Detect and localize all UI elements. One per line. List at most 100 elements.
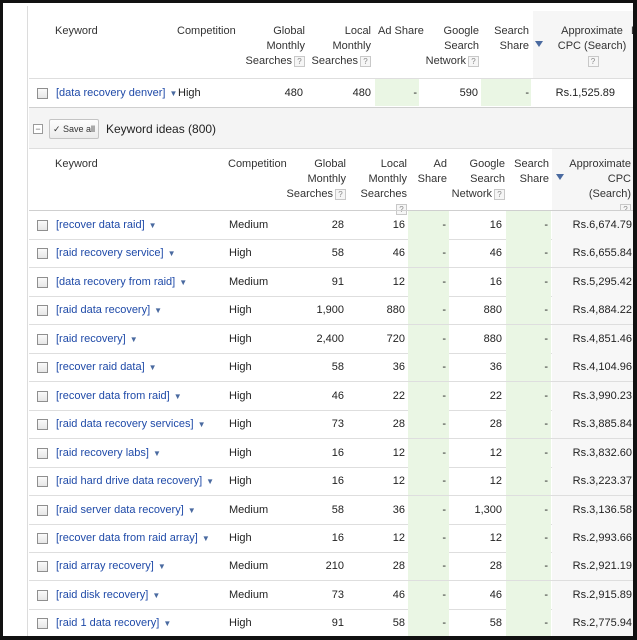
keyword-cell[interactable]: [raid recovery] ▼ (56, 332, 138, 347)
question-mark-icon[interactable]: ? (294, 55, 305, 67)
col-header-search-share[interactable]: Search Share (491, 24, 529, 54)
row-checkbox[interactable] (37, 305, 48, 316)
col-header-local-monthly[interactable]: Local Monthly Searches? (309, 24, 371, 69)
col-header-competition[interactable]: Competition (177, 25, 236, 37)
sort-desc-arrow-icon[interactable] (556, 174, 564, 180)
keyword-link[interactable]: [recover data raid] (56, 219, 145, 231)
col-header-ad-share[interactable]: Ad Share (378, 25, 424, 37)
keyword-link[interactable]: [raid recovery labs] (56, 447, 149, 459)
chevron-down-icon[interactable]: ▼ (201, 534, 210, 543)
keyword-link[interactable]: [recover data from raid array] (56, 532, 198, 544)
row-checkbox[interactable] (37, 448, 48, 459)
chevron-down-icon[interactable]: ▼ (169, 89, 178, 98)
chevron-down-icon[interactable]: ▼ (167, 249, 176, 258)
ideas-col-search-share[interactable]: Search Share (511, 157, 549, 187)
question-mark-icon[interactable]: ? (587, 55, 599, 67)
gsn-value: 22 (489, 390, 502, 402)
chevron-down-icon[interactable]: ▼ (148, 221, 157, 230)
ideas-col-keyword[interactable]: Keyword (55, 158, 98, 170)
question-mark-icon[interactable]: ? (360, 55, 371, 67)
chevron-down-icon[interactable]: ▼ (179, 278, 188, 287)
col-header-global-monthly[interactable]: Global Monthly Searches? (239, 24, 305, 69)
keyword-link[interactable]: [data recovery denver] (56, 87, 166, 99)
row-checkbox[interactable] (37, 248, 48, 259)
row-checkbox[interactable] (37, 334, 48, 345)
col-header-google-search-network[interactable]: Google Search Network? (423, 24, 479, 69)
search-share-cell-bg (506, 382, 551, 410)
question-mark-icon[interactable]: ? (468, 55, 479, 67)
row-checkbox[interactable] (37, 561, 48, 572)
keyword-link[interactable]: [raid recovery] (56, 333, 126, 345)
ideas-col-competition[interactable]: Competition (228, 158, 287, 170)
keyword-cell[interactable]: [recover data from raid array] ▼ (56, 531, 210, 546)
row-checkbox[interactable] (37, 277, 48, 288)
row-checkbox[interactable] (37, 88, 48, 99)
keyword-link[interactable]: [recover raid data] (56, 361, 145, 373)
keyword-cell[interactable]: [raid data recovery services] ▼ (56, 417, 205, 432)
searched-keyword-cell[interactable]: [data recovery denver] ▼ (56, 86, 177, 101)
gsn-value: 12 (489, 447, 502, 459)
col-header-keyword[interactable]: Keyword (55, 25, 98, 37)
row-checkbox[interactable] (37, 590, 48, 601)
keyword-cell[interactable]: [raid recovery labs] ▼ (56, 446, 161, 461)
col-header-global-monthly-line1: Global Monthly (266, 25, 305, 52)
col-header-cpc[interactable]: Approximate CPC (Search) ? (555, 24, 629, 69)
keyword-link[interactable]: [raid hard drive data recovery] (56, 475, 203, 487)
chevron-down-icon[interactable]: ▼ (157, 562, 166, 571)
keyword-cell[interactable]: [raid data recovery] ▼ (56, 303, 162, 318)
row-checkbox[interactable] (37, 618, 48, 629)
keyword-cell[interactable]: [recover raid data] ▼ (56, 360, 157, 375)
keyword-link[interactable]: [recover data from raid] (56, 390, 170, 402)
keyword-link[interactable]: [raid disk recovery] (56, 589, 149, 601)
keyword-link[interactable]: [raid server data recovery] (56, 504, 184, 516)
ideas-col-cpc[interactable]: Approximate CPC (Search) ? (563, 157, 631, 217)
chevron-down-icon[interactable]: ▼ (206, 477, 215, 486)
ideas-col-local[interactable]: Local Monthly Searches? (349, 157, 407, 217)
question-mark-icon[interactable]: ? (494, 188, 505, 200)
keyword-cell[interactable]: [data recovery from raid] ▼ (56, 275, 187, 290)
question-mark-icon[interactable]: ? (335, 188, 346, 200)
keyword-link[interactable]: [data recovery from raid] (56, 276, 176, 288)
keyword-cell[interactable]: [recover data from raid] ▼ (56, 389, 182, 404)
gsn-value: 28 (489, 560, 502, 572)
chevron-down-icon[interactable]: ▼ (163, 619, 172, 628)
sort-desc-arrow-icon[interactable] (535, 41, 543, 47)
keyword-cell[interactable]: [raid server data recovery] ▼ (56, 503, 196, 518)
row-checkbox[interactable] (37, 476, 48, 487)
cpc-value: Rs.2,775.94 (572, 617, 632, 629)
row-checkbox[interactable] (37, 362, 48, 373)
chevron-down-icon[interactable]: ▼ (154, 306, 163, 315)
ideas-col-gsn[interactable]: Google Search Network? (451, 157, 505, 202)
collapse-icon[interactable]: − (33, 124, 43, 134)
keyword-cell[interactable]: [raid hard drive data recovery] ▼ (56, 474, 214, 489)
question-mark-icon[interactable]: ? (396, 203, 407, 215)
keyword-cell[interactable]: [raid recovery service] ▼ (56, 246, 176, 261)
chevron-down-icon[interactable]: ▼ (152, 591, 161, 600)
ideas-col-ad-share[interactable]: Ad Share (411, 157, 447, 187)
row-checkbox[interactable] (37, 505, 48, 516)
row-checkbox[interactable] (37, 391, 48, 402)
keyword-cell[interactable]: [raid disk recovery] ▼ (56, 588, 160, 603)
ideas-col-global[interactable]: Global Monthly Searches? (283, 157, 346, 202)
keyword-cell[interactable]: [raid 1 data recovery] ▼ (56, 616, 171, 631)
chevron-down-icon[interactable]: ▼ (173, 392, 182, 401)
keyword-link[interactable]: [raid data recovery services] (56, 418, 194, 430)
chevron-down-icon[interactable]: ▼ (129, 335, 138, 344)
ideas-col-ad-share-line1: Ad (433, 158, 447, 170)
keyword-cell[interactable]: [recover data raid] ▼ (56, 218, 157, 233)
keyword-link[interactable]: [raid 1 data recovery] (56, 617, 160, 629)
row-checkbox[interactable] (37, 533, 48, 544)
chevron-down-icon[interactable]: ▼ (148, 363, 157, 372)
chevron-down-icon[interactable]: ▼ (197, 420, 206, 429)
chevron-down-icon[interactable]: ▼ (152, 449, 161, 458)
chevron-down-icon[interactable]: ▼ (187, 506, 196, 515)
global-value: 73 (331, 418, 344, 430)
keyword-cell[interactable]: [raid array recovery] ▼ (56, 559, 166, 574)
row-checkbox[interactable] (37, 419, 48, 430)
keyword-link[interactable]: [raid recovery service] (56, 247, 164, 259)
keyword-link[interactable]: [raid data recovery] (56, 304, 151, 316)
save-all-button[interactable]: ✓ Save all (49, 119, 99, 139)
keyword-link[interactable]: [raid array recovery] (56, 560, 154, 572)
row-checkbox[interactable] (37, 220, 48, 231)
local-value: 880 (386, 304, 405, 316)
